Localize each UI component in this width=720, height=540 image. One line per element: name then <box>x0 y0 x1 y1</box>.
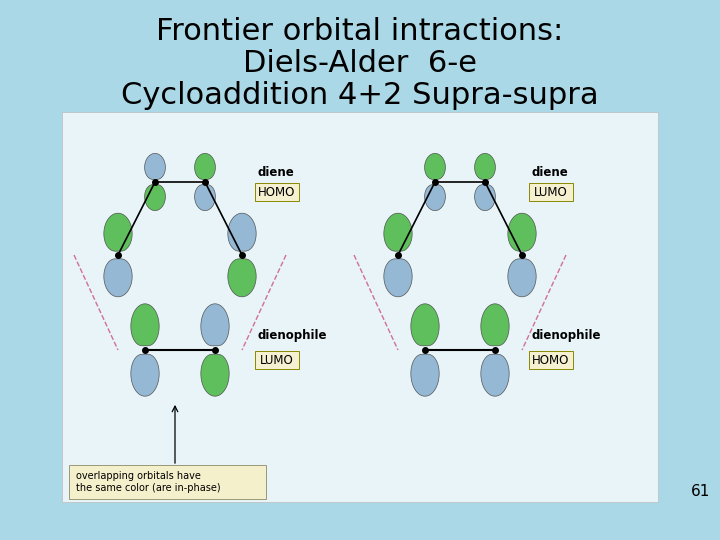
Polygon shape <box>104 213 132 251</box>
Text: 61: 61 <box>690 484 710 500</box>
Text: diene: diene <box>258 165 294 179</box>
Text: dienophile: dienophile <box>258 329 328 342</box>
FancyBboxPatch shape <box>69 465 266 499</box>
Polygon shape <box>194 185 215 211</box>
Polygon shape <box>384 259 412 297</box>
Text: Cycloaddition 4+2 Supra-supra: Cycloaddition 4+2 Supra-supra <box>121 82 599 111</box>
Polygon shape <box>145 153 166 179</box>
Polygon shape <box>194 153 215 179</box>
Polygon shape <box>481 354 509 396</box>
FancyBboxPatch shape <box>529 351 573 369</box>
Text: dienophile: dienophile <box>532 329 601 342</box>
Text: LUMO: LUMO <box>534 186 568 199</box>
Polygon shape <box>228 213 256 251</box>
Polygon shape <box>474 185 495 211</box>
FancyBboxPatch shape <box>255 351 299 369</box>
Polygon shape <box>228 259 256 297</box>
Polygon shape <box>145 185 166 211</box>
Polygon shape <box>474 153 495 179</box>
Polygon shape <box>508 213 536 251</box>
Polygon shape <box>201 354 229 396</box>
Polygon shape <box>131 354 159 396</box>
Polygon shape <box>104 259 132 297</box>
Polygon shape <box>508 259 536 297</box>
Polygon shape <box>131 304 159 346</box>
Polygon shape <box>425 153 446 179</box>
Text: the same color (are in-phase): the same color (are in-phase) <box>76 483 220 493</box>
Polygon shape <box>411 354 439 396</box>
Text: Frontier orbital intractions:: Frontier orbital intractions: <box>156 17 564 46</box>
Text: HOMO: HOMO <box>258 186 296 199</box>
Text: diene: diene <box>532 165 569 179</box>
Text: LUMO: LUMO <box>260 354 294 367</box>
Polygon shape <box>425 185 446 211</box>
FancyBboxPatch shape <box>255 183 299 201</box>
Text: HOMO: HOMO <box>532 354 570 367</box>
Polygon shape <box>411 304 439 346</box>
FancyBboxPatch shape <box>62 112 658 502</box>
Text: Diels-Alder  6-e: Diels-Alder 6-e <box>243 50 477 78</box>
Polygon shape <box>201 304 229 346</box>
Text: overlapping orbitals have: overlapping orbitals have <box>76 471 201 481</box>
Polygon shape <box>384 213 412 251</box>
Polygon shape <box>481 304 509 346</box>
FancyBboxPatch shape <box>529 183 573 201</box>
